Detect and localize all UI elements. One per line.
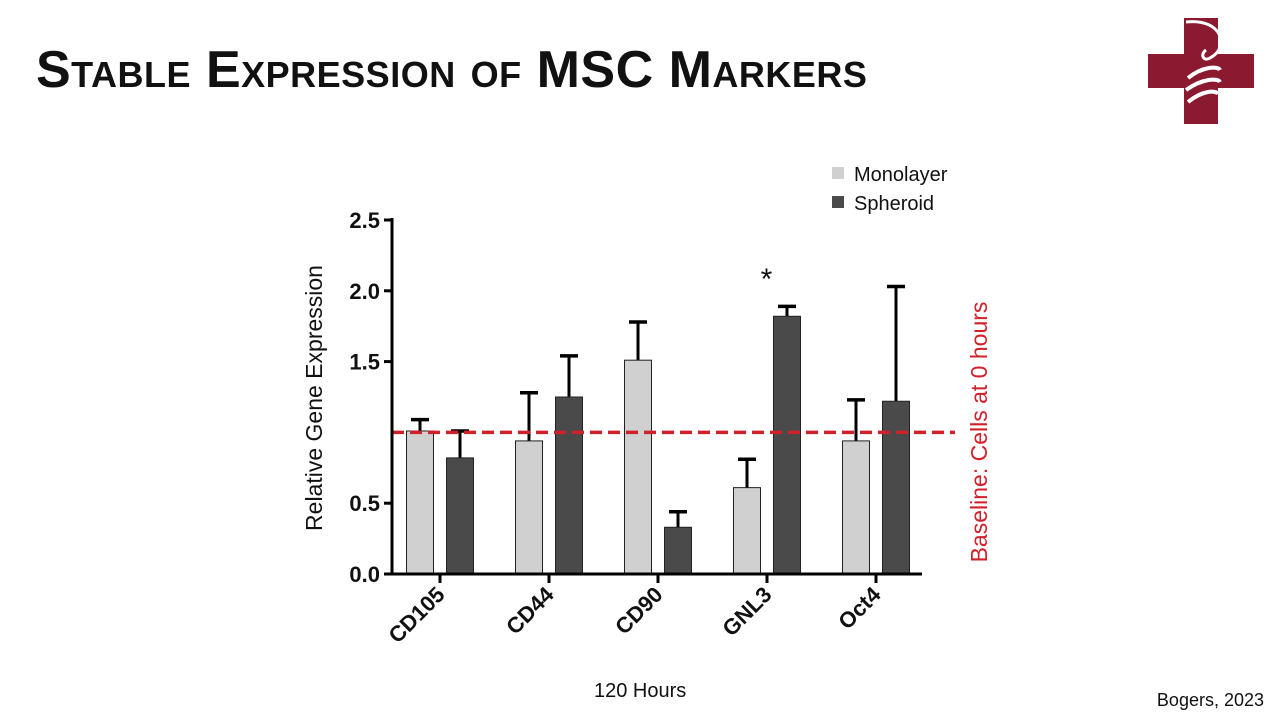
y-tick-label: 0.5 [349,491,380,516]
legend-label-monolayer: Monolayer [854,164,948,186]
slide-title: Stable Expression of MSC Markers [36,41,868,99]
legend: Monolayer Spheroid [832,164,948,215]
y-tick-label: 1.5 [349,350,380,375]
x-tick-label: Oct4 [833,581,886,634]
bar-spheroid-gnl3 [773,315,801,575]
x-tick-label: GNL3 [717,582,776,641]
x-caption: 120 Hours [594,680,687,702]
legend-swatch-monolayer [832,167,844,179]
cross-with-serpent-logo [1148,18,1254,124]
baseline-label: Baseline: Cells at 0 hours [966,302,992,563]
y-tick-label: 2.5 [349,208,380,233]
bar-monolayer-gnl3 [733,487,761,575]
bar-monolayer-cd105 [406,430,434,575]
x-tick-label: CD90 [610,582,667,639]
x-tick-label: CD44 [501,581,559,639]
bar-spheroid-oct4 [882,400,910,575]
bar-monolayer-cd44 [515,440,543,575]
significance-marker: * [761,263,773,296]
bar-monolayer-cd90 [624,359,652,575]
y-tick-label: 0.0 [349,562,380,587]
x-tick-label: CD105 [383,582,449,648]
legend-label-spheroid: Spheroid [854,193,934,215]
bar-spheroid-cd44 [555,396,583,575]
bar-spheroid-cd90 [664,526,692,575]
bar-spheroid-cd105 [446,457,474,575]
bar-monolayer-oct4 [842,440,870,575]
y-tick-label: 2.0 [349,279,380,304]
legend-swatch-spheroid [832,196,844,208]
citation: Bogers, 2023 [1156,690,1264,710]
y-axis-label: Relative Gene Expression [301,265,327,531]
